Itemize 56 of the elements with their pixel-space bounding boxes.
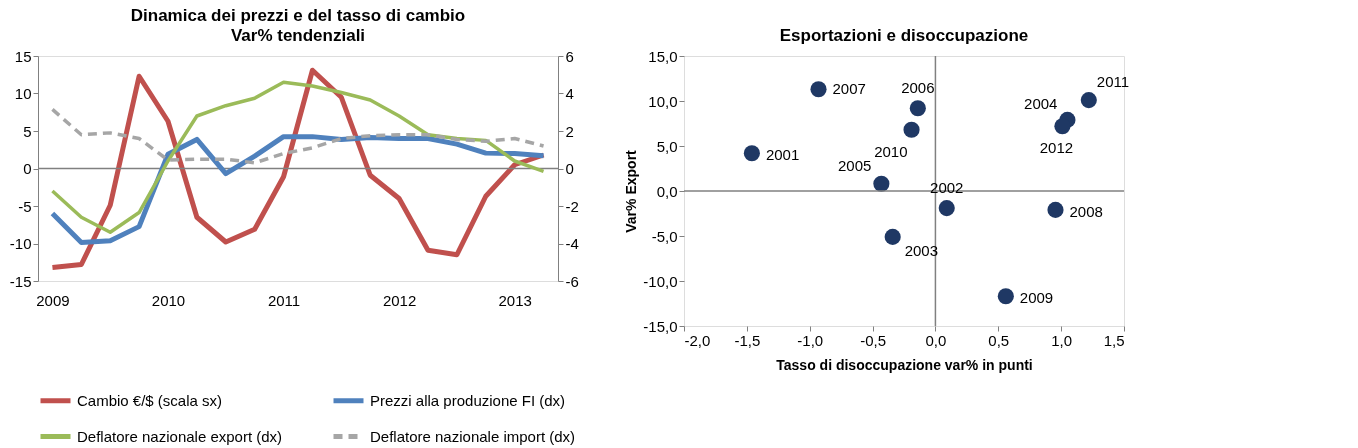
y2-tick-label: -2 [565, 197, 579, 215]
annotation: 2001 [765, 146, 800, 164]
y2-tick-label: 0 [565, 160, 574, 177]
chart-title: Dinamica dei prezzi e del tasso di cambio [130, 6, 466, 25]
y-axis-title: Var% Export [623, 149, 640, 233]
y-tick-label: -15,0 [643, 317, 678, 335]
legend-label: Cambio €/$ (scala sx) [77, 391, 223, 409]
chart-subtitle: Var% tendenziali [230, 26, 366, 45]
y2-tick-label: 2 [565, 122, 574, 140]
x-tick-label: -1,5 [734, 331, 761, 349]
y-tick-label: 0 [23, 160, 32, 177]
annotation: 2012 [1039, 139, 1074, 157]
y-tick-label: 5,0 [656, 137, 678, 155]
annotation: 2006 [901, 79, 935, 97]
y2-tick-label: 4 [565, 85, 574, 102]
x-tick-label: 2012 [382, 291, 417, 309]
annotation: 2005 [838, 156, 872, 174]
legend-label: Deflatore nazionale export (dx) [77, 427, 283, 445]
y-tick-label: -5,0 [651, 227, 678, 245]
y-tick-label: 15,0 [648, 47, 678, 65]
x-tick-label: 2010 [151, 291, 186, 309]
annotation: 2002 [930, 179, 964, 197]
x-tick-label: 1,5 [1103, 331, 1125, 349]
y-tick-label: -15 [9, 272, 32, 290]
y-tick-label: 0,0 [656, 182, 678, 200]
annotation: 2003 [904, 241, 939, 259]
y-tick-label: -10,0 [643, 272, 678, 290]
annotation: 2007 [832, 80, 866, 98]
x-tick-label: -0,5 [860, 331, 886, 349]
y-tick-label: 15 [14, 47, 32, 65]
y-tick-label: -10 [9, 235, 32, 252]
x-tick-label: 2013 [498, 291, 532, 309]
line-series [50, 80, 546, 234]
x-tick-label: 2009 [36, 291, 70, 309]
x-tick-label: 0,0 [925, 331, 947, 349]
legend-label: Prezzi alla produzione FI (dx) [370, 391, 566, 409]
line-series [50, 107, 546, 165]
x-tick-label: -1,0 [797, 331, 824, 349]
annotation: 2008 [1069, 202, 1103, 220]
x-axis-title: Tasso di disoccupazione var% in punti [776, 356, 1033, 373]
y2-tick-label: 6 [565, 47, 574, 65]
y2-tick-label: -4 [565, 235, 579, 252]
x-tick-label: 1,0 [1051, 331, 1073, 349]
legend-label: Deflatore nazionale import (dx) [370, 427, 576, 445]
annotation: 2010 [874, 142, 908, 160]
chart-title: Esportazioni e disoccupazione [779, 26, 1029, 45]
x-tick-label: -2,0 [684, 331, 711, 349]
y-tick-label: 10 [14, 85, 32, 102]
y2-tick-label: -6 [565, 272, 579, 290]
annotation: 2004 [1024, 94, 1058, 112]
y-tick-label: 5 [23, 122, 32, 140]
annotation: 2011 [1096, 73, 1130, 91]
x-tick-label: 2011 [267, 291, 301, 309]
y-tick-label: 10,0 [648, 92, 678, 110]
y-tick-label: -5 [18, 197, 32, 215]
x-tick-label: 0,5 [988, 331, 1010, 349]
